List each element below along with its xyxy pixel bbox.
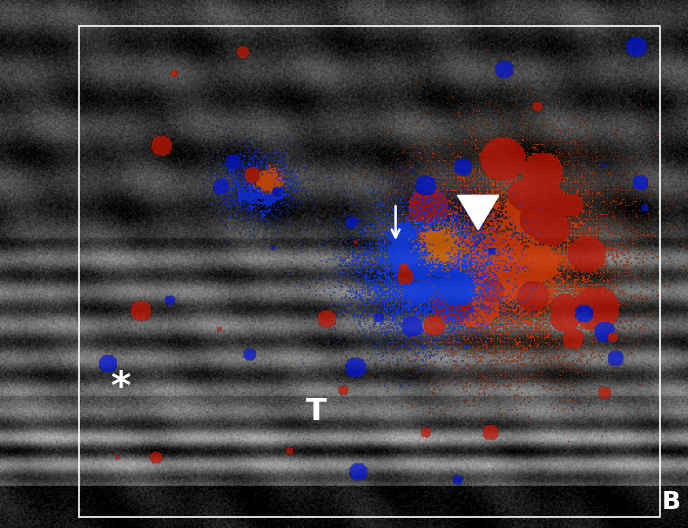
Bar — [79, 26, 660, 517]
Polygon shape — [458, 195, 499, 230]
Text: *: * — [110, 369, 131, 407]
Text: B: B — [661, 489, 680, 514]
Text: T: T — [306, 398, 327, 426]
